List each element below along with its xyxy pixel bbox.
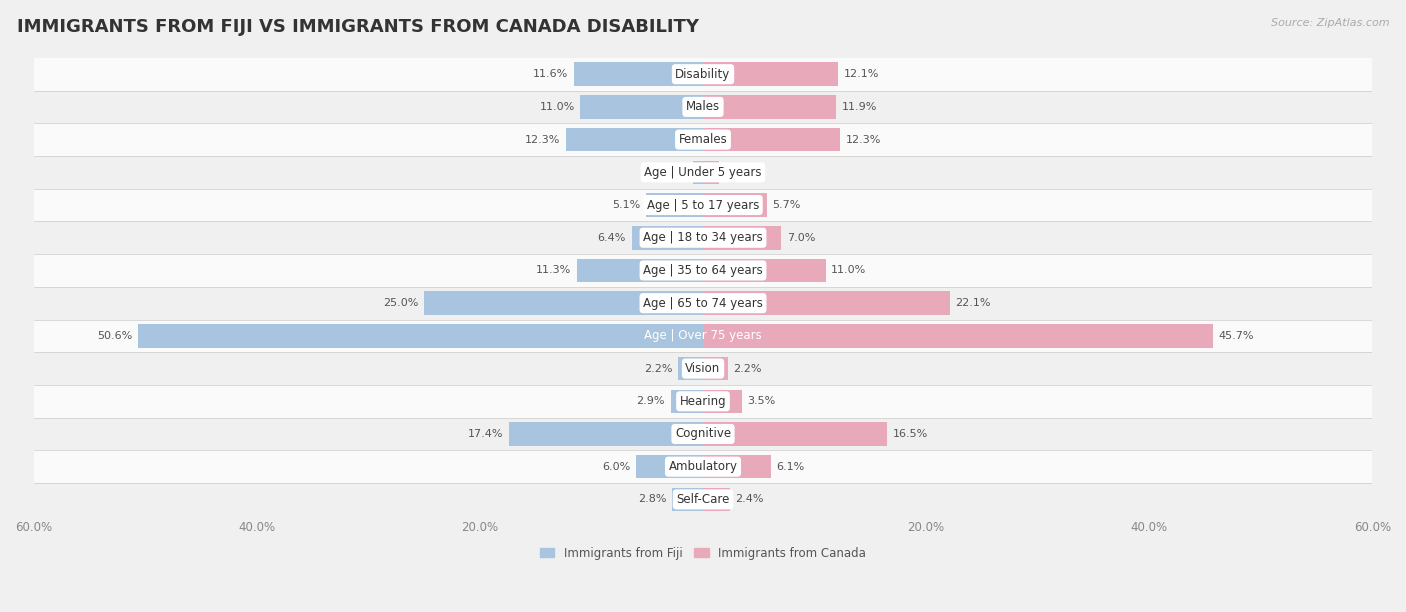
Text: 5.7%: 5.7% — [772, 200, 800, 210]
Text: Females: Females — [679, 133, 727, 146]
Bar — [703, 160, 718, 184]
Text: 6.4%: 6.4% — [598, 233, 626, 243]
Bar — [703, 95, 835, 119]
Bar — [693, 160, 703, 184]
Text: 2.2%: 2.2% — [733, 364, 762, 373]
Text: Ambulatory: Ambulatory — [668, 460, 738, 473]
Text: Disability: Disability — [675, 68, 731, 81]
Bar — [581, 95, 703, 119]
Bar — [138, 324, 703, 348]
Bar — [703, 291, 949, 315]
Bar — [576, 259, 703, 282]
Bar — [34, 58, 1372, 91]
Bar — [631, 226, 703, 250]
Text: 7.0%: 7.0% — [787, 233, 815, 243]
Text: 2.4%: 2.4% — [735, 494, 763, 504]
Text: 11.0%: 11.0% — [540, 102, 575, 112]
Text: 1.4%: 1.4% — [724, 167, 752, 177]
Text: 11.9%: 11.9% — [841, 102, 877, 112]
Bar — [34, 123, 1372, 156]
Text: 45.7%: 45.7% — [1219, 331, 1254, 341]
Bar — [574, 62, 703, 86]
Bar — [34, 417, 1372, 450]
Text: 11.6%: 11.6% — [533, 69, 568, 79]
Text: 25.0%: 25.0% — [382, 298, 419, 308]
Bar — [672, 488, 703, 511]
Bar — [34, 156, 1372, 188]
Bar — [679, 357, 703, 380]
Bar — [425, 291, 703, 315]
Text: 2.2%: 2.2% — [644, 364, 673, 373]
Text: 5.1%: 5.1% — [612, 200, 641, 210]
Text: 11.3%: 11.3% — [536, 266, 571, 275]
Text: 6.1%: 6.1% — [776, 461, 804, 472]
Bar — [34, 287, 1372, 319]
Text: Age | 65 to 74 years: Age | 65 to 74 years — [643, 297, 763, 310]
Bar — [703, 357, 727, 380]
Text: 0.92%: 0.92% — [651, 167, 688, 177]
Text: Age | 35 to 64 years: Age | 35 to 64 years — [643, 264, 763, 277]
Text: 22.1%: 22.1% — [955, 298, 991, 308]
Text: Age | Under 5 years: Age | Under 5 years — [644, 166, 762, 179]
Bar — [34, 254, 1372, 287]
Bar — [34, 188, 1372, 222]
Bar — [509, 422, 703, 446]
Bar — [671, 389, 703, 413]
Text: Age | 5 to 17 years: Age | 5 to 17 years — [647, 198, 759, 212]
Bar — [647, 193, 703, 217]
Bar — [34, 91, 1372, 123]
Text: IMMIGRANTS FROM FIJI VS IMMIGRANTS FROM CANADA DISABILITY: IMMIGRANTS FROM FIJI VS IMMIGRANTS FROM … — [17, 18, 699, 36]
Bar — [703, 259, 825, 282]
Text: 17.4%: 17.4% — [468, 429, 503, 439]
Text: Source: ZipAtlas.com: Source: ZipAtlas.com — [1271, 18, 1389, 28]
Bar — [34, 483, 1372, 516]
Bar — [34, 222, 1372, 254]
Bar — [636, 455, 703, 479]
Bar — [703, 488, 730, 511]
Text: Age | 18 to 34 years: Age | 18 to 34 years — [643, 231, 763, 244]
Text: 12.3%: 12.3% — [524, 135, 560, 144]
Text: Males: Males — [686, 100, 720, 113]
Bar — [34, 319, 1372, 353]
Bar — [703, 193, 766, 217]
Bar — [703, 422, 887, 446]
Text: Vision: Vision — [685, 362, 721, 375]
Text: 12.3%: 12.3% — [846, 135, 882, 144]
Bar — [703, 455, 770, 479]
Text: 50.6%: 50.6% — [97, 331, 132, 341]
Text: 2.8%: 2.8% — [638, 494, 666, 504]
Text: 16.5%: 16.5% — [893, 429, 928, 439]
Text: Self-Care: Self-Care — [676, 493, 730, 506]
Text: Age | Over 75 years: Age | Over 75 years — [644, 329, 762, 342]
Bar — [703, 226, 782, 250]
Bar — [565, 128, 703, 151]
Text: 12.1%: 12.1% — [844, 69, 879, 79]
Bar — [703, 389, 742, 413]
Bar — [34, 385, 1372, 417]
Bar — [703, 128, 841, 151]
Bar — [703, 324, 1213, 348]
Text: 6.0%: 6.0% — [602, 461, 630, 472]
Bar — [34, 450, 1372, 483]
Text: Cognitive: Cognitive — [675, 428, 731, 441]
Text: Hearing: Hearing — [679, 395, 727, 408]
Legend: Immigrants from Fiji, Immigrants from Canada: Immigrants from Fiji, Immigrants from Ca… — [536, 542, 870, 565]
Bar — [703, 62, 838, 86]
Text: 2.9%: 2.9% — [637, 397, 665, 406]
Text: 3.5%: 3.5% — [748, 397, 776, 406]
Bar — [34, 353, 1372, 385]
Text: 11.0%: 11.0% — [831, 266, 866, 275]
